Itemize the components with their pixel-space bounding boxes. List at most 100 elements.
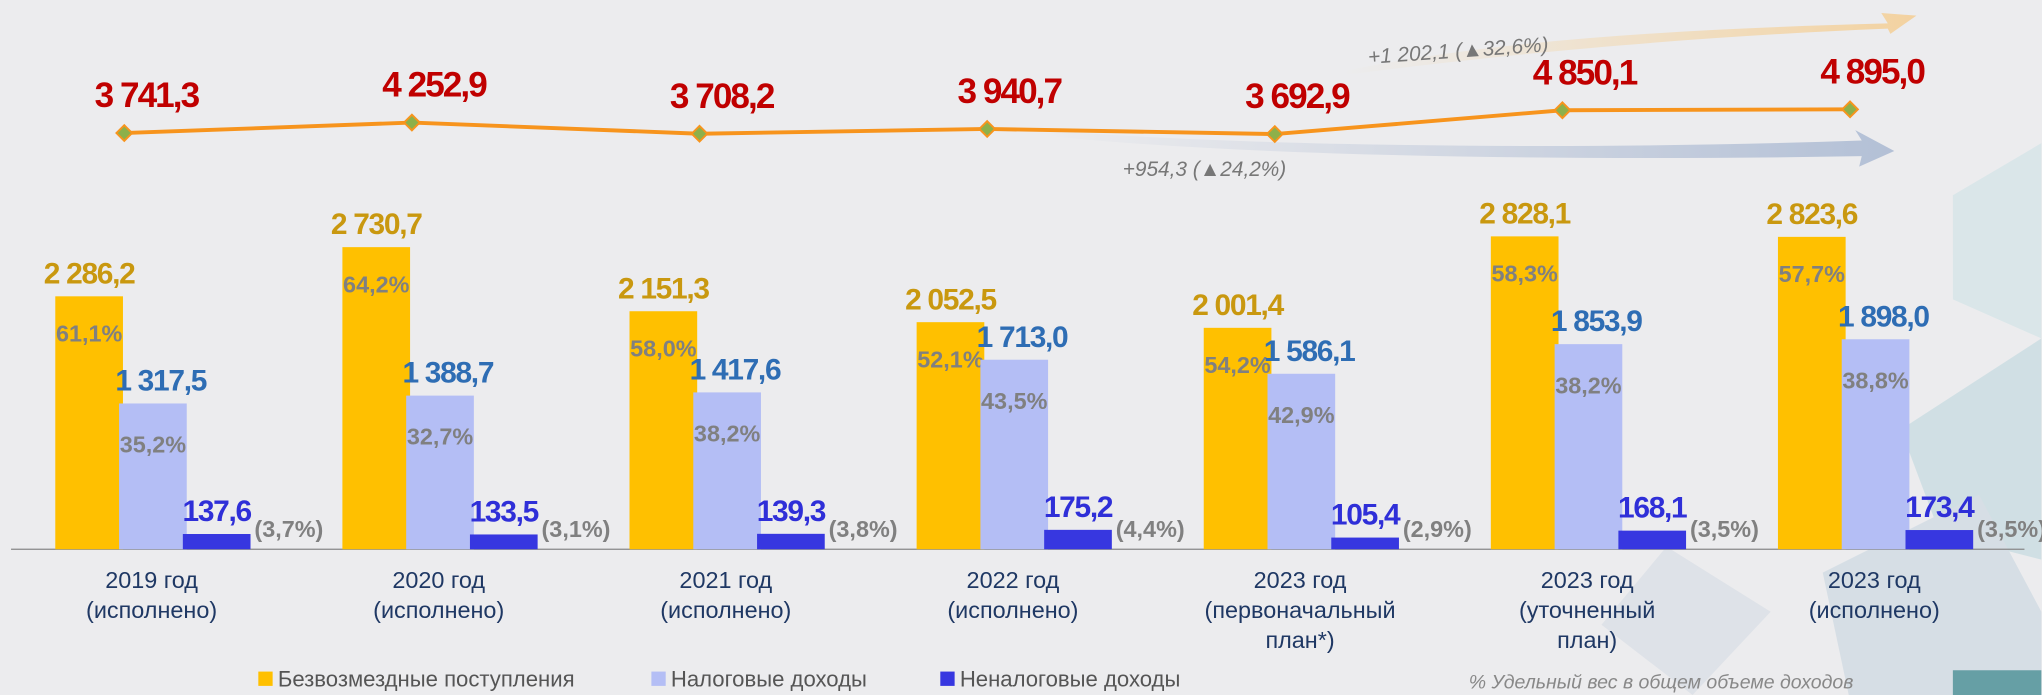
legend-swatch bbox=[258, 671, 273, 686]
total-marker bbox=[115, 123, 134, 143]
share-label: 38,8% bbox=[1842, 367, 1909, 393]
annotation: +954,3 (▲24,2%) bbox=[1123, 158, 1287, 181]
legend-swatch bbox=[940, 671, 955, 686]
bar bbox=[1267, 373, 1336, 550]
value-label: 168,1 bbox=[1618, 492, 1687, 525]
x-tick-label: план) bbox=[1557, 627, 1617, 653]
x-tick-label: (исполнено) bbox=[373, 597, 504, 623]
legend-swatch bbox=[651, 671, 666, 686]
value-label: 1 417,6 bbox=[690, 353, 781, 386]
share-label: (4,4%) bbox=[1116, 516, 1185, 542]
bar bbox=[1203, 327, 1272, 550]
bar bbox=[693, 392, 761, 550]
growth-arrow bbox=[1041, 130, 1895, 167]
x-tick-label: 2020 год bbox=[392, 567, 485, 593]
value-label: 173,4 bbox=[1905, 491, 1975, 524]
x-tick-label: 2022 год bbox=[967, 567, 1060, 593]
x-tick-label: 2023 год bbox=[1254, 567, 1347, 593]
bar bbox=[980, 359, 1049, 550]
bar bbox=[1044, 529, 1112, 550]
total-label: 3 940,7 bbox=[958, 72, 1062, 111]
value-label: 1 898,0 bbox=[1838, 300, 1929, 333]
total-label: 3 708,2 bbox=[670, 77, 775, 116]
bar bbox=[469, 534, 538, 550]
total-marker bbox=[1265, 124, 1284, 144]
x-tick-label: 2019 год bbox=[105, 567, 198, 593]
total-label: 3 741,3 bbox=[95, 76, 200, 115]
share-label: (3,1%) bbox=[542, 516, 611, 542]
value-label: 133,5 bbox=[470, 496, 539, 529]
bar bbox=[916, 322, 985, 550]
share-label: (3,8%) bbox=[829, 516, 898, 542]
value-label: 2 151,3 bbox=[618, 272, 709, 305]
x-tick-label: 2023 год bbox=[1828, 567, 1921, 593]
value-label: 105,4 bbox=[1331, 499, 1401, 532]
x-tick-label: (первоначальный bbox=[1205, 597, 1396, 623]
decoration bbox=[1601, 143, 2042, 695]
bar bbox=[1331, 537, 1399, 550]
total-marker bbox=[690, 124, 709, 143]
bar bbox=[1777, 236, 1846, 550]
value-label: 1 388,7 bbox=[402, 357, 493, 390]
bar bbox=[342, 247, 411, 550]
share-label: 61,1% bbox=[56, 321, 123, 347]
x-tick-label: (исполнено) bbox=[947, 597, 1078, 623]
value-label: 2 052,5 bbox=[905, 283, 996, 316]
value-label: 1 586,1 bbox=[1264, 335, 1355, 368]
bar bbox=[406, 395, 474, 550]
value-label: 137,6 bbox=[182, 495, 251, 528]
bar bbox=[119, 403, 187, 550]
note: % Удельный вес в общем объеме доходов bbox=[1469, 671, 1854, 693]
bar bbox=[1905, 530, 1974, 550]
value-label: 2 823,6 bbox=[1766, 198, 1857, 231]
total-marker bbox=[1553, 101, 1572, 120]
x-tick-label: (исполнено) bbox=[660, 597, 791, 623]
value-label: 2 730,7 bbox=[331, 208, 422, 241]
bar bbox=[757, 533, 825, 550]
bar bbox=[1554, 344, 1623, 550]
value-label: 139,3 bbox=[757, 495, 826, 528]
value-label: 175,2 bbox=[1044, 491, 1113, 524]
total-marker bbox=[977, 119, 997, 139]
total-label: 3 692,9 bbox=[1245, 77, 1350, 116]
bar bbox=[629, 311, 698, 550]
share-label: (3,7%) bbox=[254, 516, 323, 542]
legend-label: Налоговые доходы bbox=[671, 667, 867, 692]
x-tick-label: 2023 год bbox=[1541, 567, 1634, 593]
value-label: 2 828,1 bbox=[1479, 197, 1570, 230]
share-label: 42,9% bbox=[1268, 402, 1335, 428]
share-label: 35,2% bbox=[120, 432, 187, 458]
x-tick-label: (исполнено) bbox=[1809, 597, 1940, 623]
x-tick-label: (уточненный bbox=[1519, 597, 1655, 623]
bar bbox=[1490, 236, 1559, 550]
share-label: 32,7% bbox=[407, 424, 474, 450]
bar bbox=[1618, 530, 1687, 550]
value-label: 2 286,2 bbox=[44, 257, 135, 290]
legend-label: Безвозмездные поступления bbox=[278, 667, 575, 692]
bar bbox=[55, 296, 123, 550]
total-label: 4 252,9 bbox=[382, 66, 487, 105]
value-label: 2 001,4 bbox=[1192, 289, 1284, 322]
share-label: 64,2% bbox=[343, 271, 410, 297]
total-marker bbox=[402, 113, 422, 132]
value-label: 1 317,5 bbox=[115, 365, 206, 398]
x-tick-label: (исполнено) bbox=[86, 597, 217, 623]
share-label: (3,5%) bbox=[1977, 516, 2042, 542]
share-label: 43,5% bbox=[981, 388, 1048, 414]
bar bbox=[182, 534, 251, 550]
share-label: 38,2% bbox=[1555, 372, 1622, 398]
share-label: (2,9%) bbox=[1403, 516, 1472, 542]
bar bbox=[1841, 339, 1910, 550]
x-tick-label: план*) bbox=[1265, 627, 1334, 653]
share-label: (3,5%) bbox=[1690, 516, 1759, 542]
x-tick-label: 2021 год bbox=[679, 567, 772, 593]
total-marker bbox=[1840, 100, 1860, 119]
share-label: 38,2% bbox=[694, 421, 761, 447]
share-label: 57,7% bbox=[1779, 261, 1846, 287]
share-label: 58,3% bbox=[1491, 261, 1558, 287]
value-label: 1 713,0 bbox=[977, 321, 1068, 354]
total-label: 4 850,1 bbox=[1533, 53, 1638, 92]
growth-arrow bbox=[1341, 13, 1917, 76]
value-label: 1 853,9 bbox=[1551, 305, 1642, 338]
